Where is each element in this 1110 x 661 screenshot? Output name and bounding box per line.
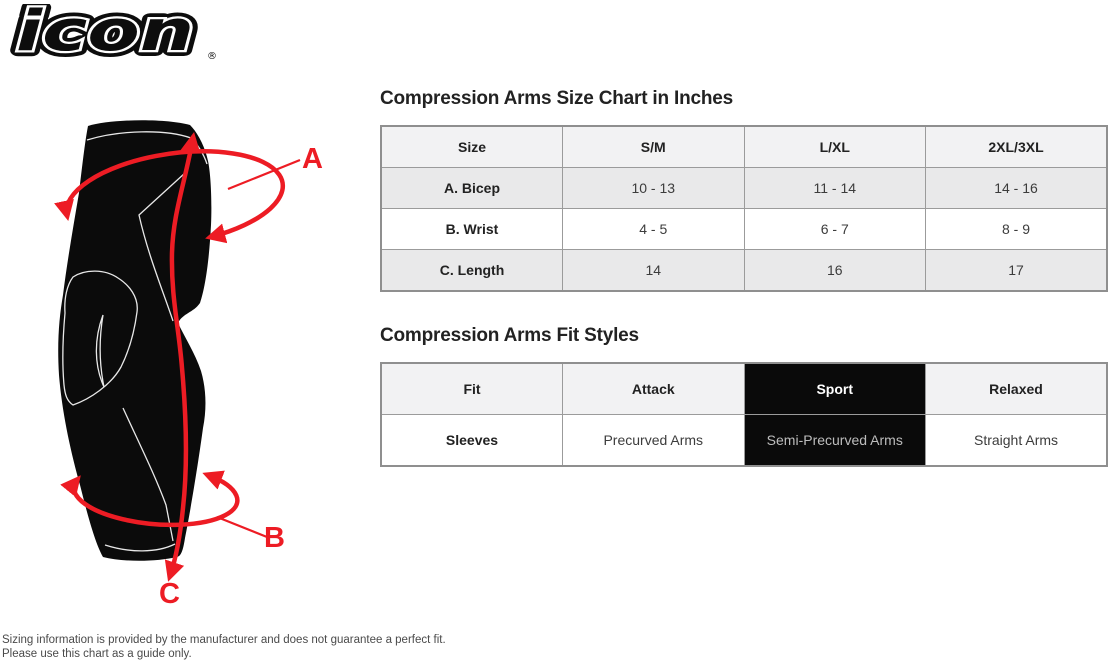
- table-row-length: C. Length 14 16 17: [380, 249, 1108, 292]
- fit-styles-title: Compression Arms Fit Styles: [380, 325, 639, 346]
- sleeves-relaxed-value: Straight Arms: [925, 414, 1108, 467]
- column-header-size: Size: [380, 125, 563, 168]
- disclaimer-line-1: Sizing information is provided by the ma…: [2, 634, 446, 646]
- size-chart-table: Size S/M L/XL 2XL/3XL A. Bicep 10 - 13 1…: [380, 125, 1108, 292]
- bicep-sm-value: 10 - 13: [562, 167, 745, 209]
- size-chart-content: Compression Arms Size Chart in Inches Si…: [380, 88, 1108, 467]
- bicep-measure-ellipse: [54, 149, 286, 244]
- measure-label-a: A: [302, 143, 323, 175]
- column-header-lxl: L/XL: [743, 125, 926, 168]
- length-measure-line: [164, 132, 201, 582]
- sleeves-sport-value-highlighted: Semi-Precurved Arms: [743, 414, 926, 467]
- registered-trademark-symbol: ®: [207, 51, 217, 62]
- fit-styles-header-row: Fit Attack Sport Relaxed: [380, 362, 1108, 415]
- measure-label-c: C: [159, 578, 180, 610]
- logo-text-outline: icon: [16, 4, 194, 62]
- wrist-2xl3xl-value: 8 - 9: [925, 208, 1108, 250]
- label-a-leader-line: [227, 158, 301, 191]
- wrist-measure-ellipse: [60, 470, 240, 528]
- length-sm-value: 14: [562, 249, 745, 292]
- sleeves-attack-value: Precurved Arms: [562, 414, 745, 467]
- bicep-2xl3xl-value: 14 - 16: [925, 167, 1108, 209]
- column-header-relaxed: Relaxed: [925, 362, 1108, 415]
- label-b-leader-line: [216, 515, 268, 539]
- sizing-disclaimer: Sizing information is provided by the ma…: [2, 634, 446, 661]
- arm-sleeve-graphic: A B C: [54, 120, 323, 610]
- row-label-bicep: A. Bicep: [380, 167, 563, 209]
- length-lxl-value: 16: [743, 249, 926, 292]
- column-header-sport-highlighted: Sport: [743, 362, 926, 415]
- column-header-sm: S/M: [562, 125, 745, 168]
- measure-label-b: B: [264, 522, 285, 554]
- fit-styles-table: Fit Attack Sport Relaxed Sleeves Precurv…: [380, 362, 1108, 467]
- column-header-fit: Fit: [380, 362, 563, 415]
- row-label-sleeves: Sleeves: [380, 414, 563, 467]
- bicep-lxl-value: 11 - 14: [743, 167, 926, 209]
- icon-logo-graphic: icon icon icon ®: [10, 0, 217, 70]
- logo-text-inline: icon: [16, 4, 194, 62]
- row-label-wrist: B. Wrist: [380, 208, 563, 250]
- size-chart-title: Compression Arms Size Chart in Inches: [380, 88, 733, 109]
- logo-text: icon: [16, 4, 194, 62]
- icon-logo: icon icon icon ®: [8, 0, 222, 70]
- row-label-length: C. Length: [380, 249, 563, 292]
- length-2xl3xl-value: 17: [925, 249, 1108, 292]
- disclaimer-line-2: Please use this chart as a guide only.: [2, 647, 192, 660]
- table-row-bicep: A. Bicep 10 - 13 11 - 14 14 - 16: [380, 167, 1108, 209]
- wrist-sm-value: 4 - 5: [562, 208, 745, 250]
- size-chart-header-row: Size S/M L/XL 2XL/3XL: [380, 125, 1108, 168]
- table-row-wrist: B. Wrist 4 - 5 6 - 7 8 - 9: [380, 208, 1108, 250]
- arm-sleeve-measurement-diagram: A B C: [15, 113, 345, 623]
- column-header-attack: Attack: [562, 362, 745, 415]
- wrist-lxl-value: 6 - 7: [743, 208, 926, 250]
- table-row-sleeves: Sleeves Precurved Arms Semi-Precurved Ar…: [380, 414, 1108, 467]
- measurement-arrows: [54, 132, 301, 582]
- column-header-2xl3xl: 2XL/3XL: [925, 125, 1108, 168]
